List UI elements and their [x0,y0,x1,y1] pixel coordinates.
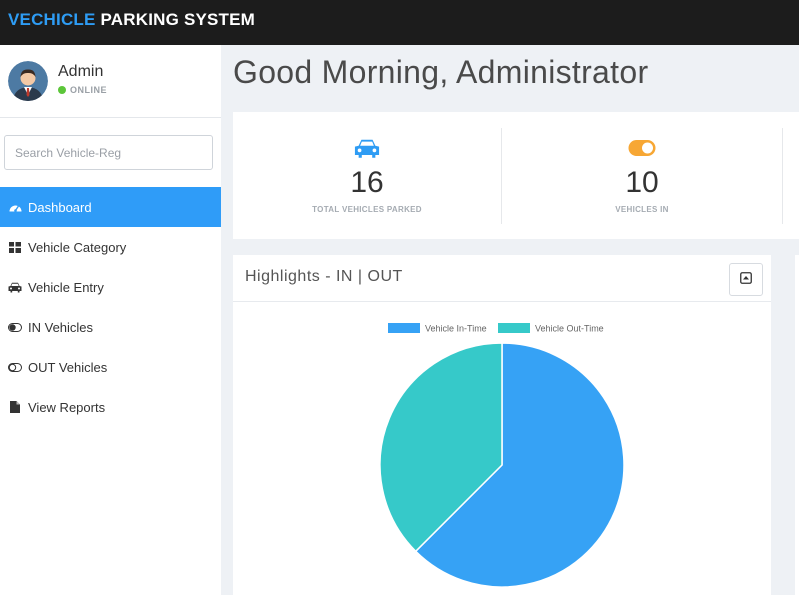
pie-slice-vehicle-in-time[interactable] [414,342,625,588]
top-bar: VECHICLE PARKING SYSTEM [0,0,799,45]
stat-label: VEHICLES IN [615,205,669,214]
pie-slice-vehicle-out-time[interactable] [379,342,503,553]
online-dot-icon [58,86,66,94]
panel-title: Highlights - IN | OUT [245,268,403,285]
stat-total-vehicles: 16 TOTAL VEHICLES PARKED [233,112,501,239]
sidebar-item-out-vehicles[interactable]: OUT Vehicles [0,347,221,387]
stat-value: 16 [350,166,384,199]
sidebar-item-label: Vehicle Category [28,239,127,255]
user-profile: Admin ONLINE [0,45,221,118]
stat-vehicles-in: 10 VEHICLES IN [502,112,782,239]
sidebar-item-vehicle-category[interactable]: Vehicle Category [0,227,221,267]
search-input[interactable] [4,135,213,170]
sidebar-menu: Dashboard Vehicle Category Vehicle Entry… [0,187,221,427]
highlights-panel: Highlights - IN | OUT Vehicle In-Time Veh… [233,255,771,595]
collapse-button[interactable] [729,263,763,296]
sidebar-item-label: View Reports [28,399,106,415]
grid-icon [8,240,22,254]
toggle-off-icon [8,360,22,374]
sidebar-item-view-reports[interactable]: View Reports [0,387,221,427]
sidebar: Admin ONLINE Dashboard Vehicle Category … [0,45,221,595]
sidebar-item-dashboard[interactable]: Dashboard [0,187,221,227]
page-title: Good Morning, Administrator [233,54,649,90]
legend-label[interactable]: Vehicle In-Time [425,324,487,334]
avatar [8,61,48,101]
sidebar-item-label: Vehicle Entry [28,279,104,295]
car-icon [354,138,380,164]
car-icon [8,280,22,294]
pie-chart: Vehicle In-Time Vehicle Out-Time [379,323,625,588]
toggle-on-icon [628,140,656,161]
stat-label: TOTAL VEHICLES PARKED [312,205,422,214]
stats-card: 16 TOTAL VEHICLES PARKED 10 VEHICLES IN [233,112,799,239]
side-panel-edge [795,255,799,595]
brand-title[interactable]: VECHICLE PARKING SYSTEM [8,10,255,30]
user-status: ONLINE [58,85,107,95]
legend-swatch [498,323,530,333]
sidebar-item-label: IN Vehicles [28,319,94,335]
divider [501,128,502,224]
legend-label[interactable]: Vehicle Out-Time [535,324,604,334]
divider [782,128,783,224]
user-name: Admin [58,63,104,80]
brand-title-part2: PARKING SYSTEM [95,10,256,29]
panel-header: Highlights - IN | OUT [233,255,771,302]
collapse-icon [740,271,752,289]
file-icon [8,400,22,414]
sidebar-item-label: Dashboard [28,199,92,215]
sidebar-item-label: OUT Vehicles [28,359,108,375]
sidebar-item-in-vehicles[interactable]: IN Vehicles [0,307,221,347]
legend-swatch [388,323,420,333]
toggle-on-icon [8,320,22,334]
brand-title-part1: VECHICLE [8,10,96,29]
user-status-label: ONLINE [70,85,108,95]
dashboard-icon [8,200,22,214]
sidebar-item-vehicle-entry[interactable]: Vehicle Entry [0,267,221,307]
stat-value: 10 [625,166,659,199]
